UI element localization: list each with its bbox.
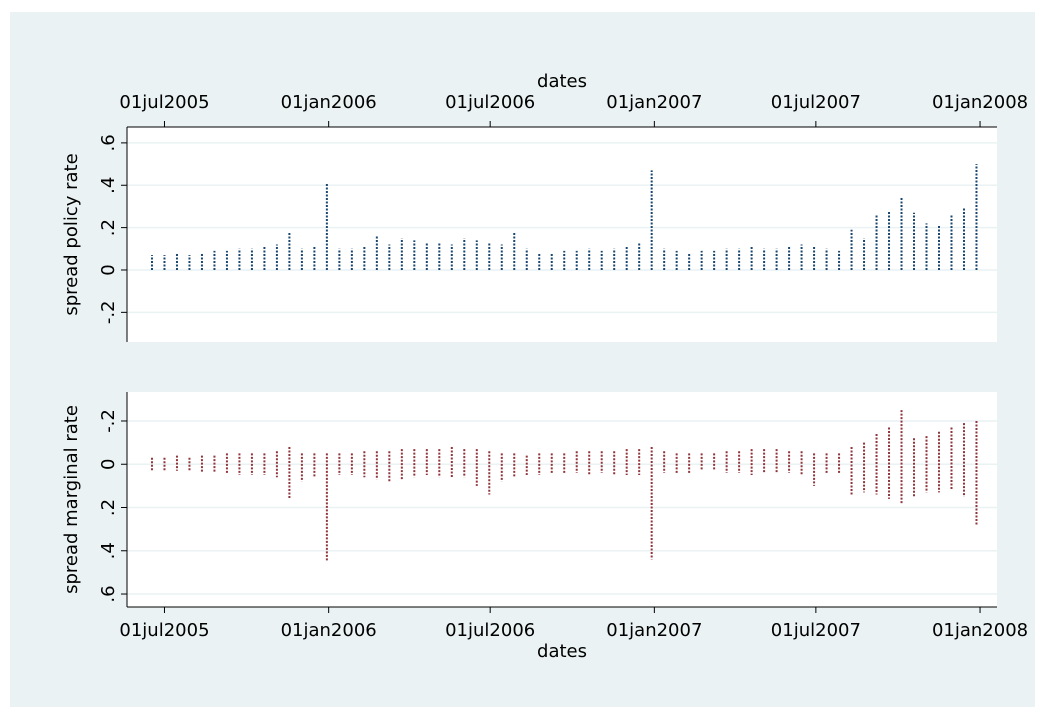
plot-area (127, 127, 997, 342)
x-axis-title: dates (537, 71, 587, 92)
x-tick-label: 01jul2006 (445, 620, 535, 641)
y-axis-title: spread policy rate (61, 153, 82, 315)
x-tick-label: 01jul2005 (119, 620, 209, 641)
y-tick-label: -.2 (98, 301, 119, 325)
y-tick-label: .4 (98, 542, 119, 559)
x-tick-label: 01jan2008 (932, 620, 1028, 641)
y-tick-label: .2 (98, 499, 119, 516)
x-tick-label: 01jul2007 (771, 92, 861, 113)
x-tick-label: 01jul2005 (119, 92, 209, 113)
x-tick-label: 01jan2007 (606, 620, 702, 641)
y-tick-label: -.2 (98, 409, 119, 433)
x-tick-label: 01jul2007 (771, 620, 861, 641)
y-tick-label: .6 (98, 134, 119, 151)
y-tick-label: .6 (98, 585, 119, 602)
x-tick-label: 01jan2006 (281, 92, 377, 113)
y-tick-label: 0 (98, 264, 119, 275)
plot-area (127, 392, 997, 607)
x-tick-label: 01jan2008 (932, 92, 1028, 113)
x-axis-title: dates (537, 641, 587, 662)
x-tick-label: 01jan2007 (606, 92, 702, 113)
x-tick-label: 01jan2006 (281, 620, 377, 641)
y-tick-label: 0 (98, 459, 119, 470)
y-tick-label: .2 (98, 219, 119, 236)
y-axis-title: spread marginal rate (61, 405, 82, 594)
y-tick-label: .4 (98, 177, 119, 194)
x-tick-label: 01jul2006 (445, 92, 535, 113)
